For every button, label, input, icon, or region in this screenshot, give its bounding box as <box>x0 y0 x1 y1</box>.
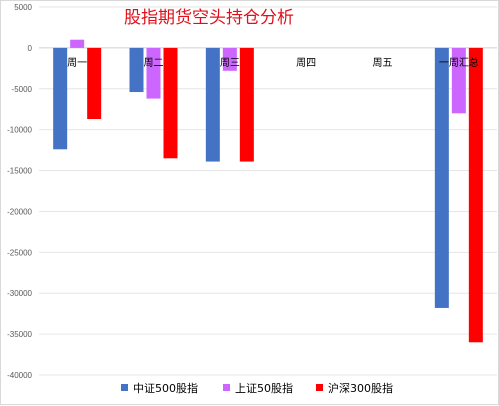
legend-swatch <box>223 384 230 391</box>
y-tick-label: -40000 <box>7 371 32 380</box>
bar-1-2 <box>129 47 144 93</box>
legend: 中证500股指 上证50股指 沪深300股指 <box>121 381 393 395</box>
category-label: 周四 <box>296 57 316 69</box>
legend-label: 上证50股指 <box>235 381 293 395</box>
category-label: 一周汇总 <box>439 56 479 69</box>
y-tick-label: -5000 <box>12 85 33 94</box>
gridlines <box>39 6 497 376</box>
y-tick-label: -20000 <box>7 207 32 216</box>
legend-label: 沪深300股指 <box>328 381 393 395</box>
legend-swatch <box>316 384 323 391</box>
bar-1-3 <box>205 47 220 162</box>
bar-1-1 <box>53 47 68 150</box>
y-tick-label: -25000 <box>7 248 32 257</box>
y-tick-label: 0 <box>28 44 33 53</box>
bars <box>53 39 483 343</box>
legend-swatch <box>121 384 128 391</box>
bar-2-6 <box>451 47 466 114</box>
y-tick-label: -15000 <box>7 167 32 176</box>
category-labels: 周一 周二 周三 周四 周五 一周汇总 <box>67 56 479 69</box>
bar-2-2 <box>146 47 161 99</box>
category-label: 周二 <box>144 57 164 69</box>
bar-3-3 <box>239 47 254 162</box>
category-label: 周一 <box>67 57 87 69</box>
y-tick-label: -30000 <box>7 289 32 298</box>
category-label: 周五 <box>373 57 393 69</box>
y-tick-label: 5000 <box>14 3 32 12</box>
bar-3-1 <box>87 47 102 120</box>
bar-3-6 <box>468 47 483 343</box>
bar-2-1 <box>70 39 85 48</box>
category-label: 周三 <box>220 57 240 69</box>
bar-2-3 <box>222 47 237 71</box>
bar-3-2 <box>163 47 178 159</box>
bar-1-6 <box>434 47 449 308</box>
y-tick-label: -10000 <box>7 126 32 135</box>
chart-title: 股指期货空头持仓分析 <box>124 8 294 28</box>
y-axis-ticks: 5000 0 -5000 -10000 -15000 -20000 -25000 -30000… <box>7 3 32 380</box>
legend-label: 中证500股指 <box>133 381 198 395</box>
y-tick-label: -35000 <box>7 330 32 339</box>
